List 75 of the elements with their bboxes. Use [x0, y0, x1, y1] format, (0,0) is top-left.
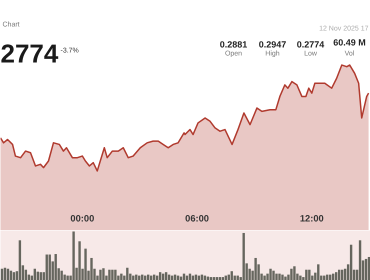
x-tick-label: 12:00: [300, 214, 324, 224]
bar: [344, 268, 346, 280]
text: 60.49 M: [333, 38, 366, 48]
text: 0.2774: [296, 40, 324, 50]
x-tick-label: 06:00: [185, 214, 209, 224]
bar: [340, 270, 344, 280]
bar: [72, 231, 75, 280]
bar: [18, 240, 22, 280]
bar: [236, 276, 239, 280]
bar: [24, 270, 28, 280]
bar: [46, 254, 48, 280]
bar: [305, 270, 308, 280]
bar: [138, 276, 140, 280]
bar: [60, 270, 63, 280]
bar: [350, 244, 352, 280]
bar: [212, 277, 216, 280]
bar: [323, 276, 326, 280]
bar: [334, 272, 338, 280]
bar: [242, 232, 245, 280]
bar: [120, 274, 123, 280]
bar: [358, 240, 362, 280]
bar: [147, 274, 150, 280]
bar: [174, 274, 176, 280]
bar: [168, 274, 170, 280]
bar: [326, 274, 328, 280]
bar: [200, 274, 204, 280]
bar: [34, 268, 36, 280]
bar: [317, 264, 320, 280]
bar: [224, 276, 227, 280]
x-tick-label: 00:00: [70, 214, 94, 224]
bar: [222, 277, 224, 280]
bar: [162, 274, 164, 280]
bar: [164, 272, 168, 280]
bar: [54, 254, 57, 280]
bar: [210, 277, 212, 280]
bar: [12, 272, 16, 280]
bar: [293, 266, 296, 280]
text: 0.2947: [258, 40, 286, 50]
bar: [198, 276, 200, 280]
bar: [299, 276, 302, 280]
bar: [338, 270, 340, 280]
bar: [132, 276, 134, 280]
bar: [308, 270, 311, 280]
bar: [141, 274, 144, 280]
annotation: 2774: [0, 38, 59, 68]
bar: [329, 274, 332, 280]
bar: [290, 268, 293, 280]
bar: [48, 254, 51, 280]
bar: [230, 271, 233, 280]
bar: [126, 268, 129, 280]
bar: [66, 276, 69, 280]
bar: [135, 274, 138, 280]
bar: [78, 241, 81, 280]
bar: [150, 276, 152, 280]
bar: [228, 274, 230, 280]
bar: [40, 272, 42, 280]
bar: [108, 270, 111, 280]
bar: [158, 272, 162, 280]
bar: [114, 270, 117, 280]
bar: [254, 258, 257, 280]
bar: [63, 274, 66, 280]
bar: [216, 277, 218, 280]
bar: [218, 277, 222, 280]
bar: [368, 256, 370, 280]
bar: [170, 276, 174, 280]
bar: [332, 274, 334, 280]
bar: [144, 276, 146, 280]
bar: [111, 270, 114, 280]
text: 0.2881: [220, 40, 248, 50]
bar: [36, 272, 39, 280]
bar: [263, 276, 266, 280]
bar: [152, 274, 156, 280]
bar: [206, 276, 210, 280]
bar: [204, 276, 206, 280]
bar: [156, 276, 158, 280]
